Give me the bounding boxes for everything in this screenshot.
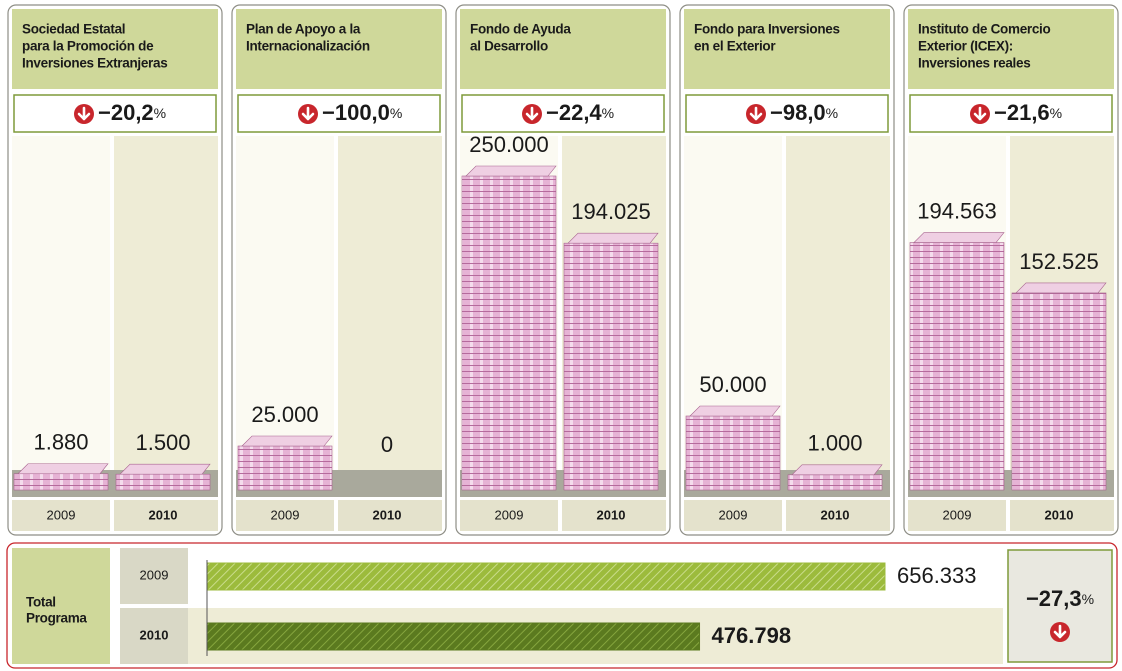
change-number: −22,4 bbox=[546, 100, 602, 125]
change-number: −27,3 bbox=[1026, 586, 1082, 611]
bill-stack bbox=[564, 243, 658, 490]
value-label: 194.563 bbox=[917, 198, 997, 223]
change-number: −20,2 bbox=[98, 100, 154, 125]
bill-stack bbox=[238, 446, 332, 490]
panel-title: al Desarrollo bbox=[470, 39, 548, 54]
panel-title: Fondo para Inversiones bbox=[694, 22, 840, 37]
bill-stack bbox=[462, 176, 556, 490]
total-bar bbox=[207, 563, 885, 590]
value-label: 476.798 bbox=[712, 623, 792, 648]
change-unit: % bbox=[602, 105, 614, 121]
bill-top bbox=[466, 166, 556, 176]
value-label: 0 bbox=[381, 432, 393, 457]
value-label: 1.880 bbox=[33, 430, 88, 455]
value-label: 194.025 bbox=[571, 199, 651, 224]
bill-top bbox=[120, 464, 210, 474]
value-label: 1.000 bbox=[807, 431, 862, 456]
change-number: −100,0 bbox=[322, 100, 390, 125]
bill-stack bbox=[686, 416, 780, 490]
panel-title: Internacionalización bbox=[246, 39, 370, 54]
bill-top bbox=[242, 436, 332, 446]
year-label: 2010 bbox=[373, 507, 402, 522]
year-label: 2009 bbox=[943, 507, 972, 522]
panel-title: Plan de Apoyo a la bbox=[246, 22, 361, 37]
page: Sociedad Estatal para la Promoción de Inve… bbox=[0, 0, 1122, 671]
value-label: 152.525 bbox=[1019, 249, 1099, 274]
value-label: 25.000 bbox=[251, 402, 318, 427]
year-label: 2010 bbox=[597, 507, 626, 522]
panel-title: Exterior (ICEX): bbox=[918, 39, 1013, 54]
year-label: 2010 bbox=[140, 627, 169, 642]
change-unit: % bbox=[154, 105, 166, 121]
year-label: 2010 bbox=[1045, 507, 1074, 522]
bill-top bbox=[1016, 283, 1106, 293]
total-bar bbox=[207, 623, 700, 650]
panel-title: para la Promoción de bbox=[22, 39, 154, 54]
bill-stack bbox=[1012, 293, 1106, 490]
panel-title: Instituto de Comercio bbox=[918, 22, 1051, 37]
value-label: 250.000 bbox=[469, 132, 549, 157]
year-label: 2009 bbox=[271, 507, 300, 522]
total-title: Total bbox=[26, 595, 56, 610]
bill-top bbox=[18, 464, 108, 474]
panel-title: Fondo de Ayuda bbox=[470, 22, 571, 37]
change-unit: % bbox=[826, 105, 838, 121]
change-unit: % bbox=[390, 105, 402, 121]
year-label: 2009 bbox=[495, 507, 524, 522]
year-label: 2009 bbox=[47, 507, 76, 522]
change-unit: % bbox=[1050, 105, 1062, 121]
value-label: 50.000 bbox=[699, 372, 766, 397]
bill-top bbox=[792, 465, 882, 475]
change-number: −98,0 bbox=[770, 100, 826, 125]
total-title: Programa bbox=[26, 611, 87, 626]
panel-title: Inversiones Extranjeras bbox=[22, 56, 167, 71]
change-number: −21,6 bbox=[994, 100, 1050, 125]
bill-top bbox=[690, 406, 780, 416]
change-unit: % bbox=[1082, 591, 1094, 607]
bill-top bbox=[914, 233, 1004, 243]
value-label: 656.333 bbox=[897, 563, 977, 588]
bill-top bbox=[568, 233, 658, 243]
year-label: 2009 bbox=[719, 507, 748, 522]
bill-stack bbox=[788, 475, 882, 490]
panel-title: en el Exterior bbox=[694, 39, 776, 54]
bill-stack bbox=[116, 474, 210, 490]
bill-stack bbox=[14, 474, 108, 490]
panel-title: Sociedad Estatal bbox=[22, 22, 125, 37]
year-label: 2010 bbox=[821, 507, 850, 522]
year-label: 2010 bbox=[149, 507, 178, 522]
panel-title: Inversiones reales bbox=[918, 56, 1030, 71]
year-label: 2009 bbox=[140, 567, 169, 582]
infographic: Sociedad Estatal para la Promoción de Inve… bbox=[0, 0, 1122, 671]
bill-stack bbox=[910, 243, 1004, 490]
value-label: 1.500 bbox=[135, 430, 190, 455]
